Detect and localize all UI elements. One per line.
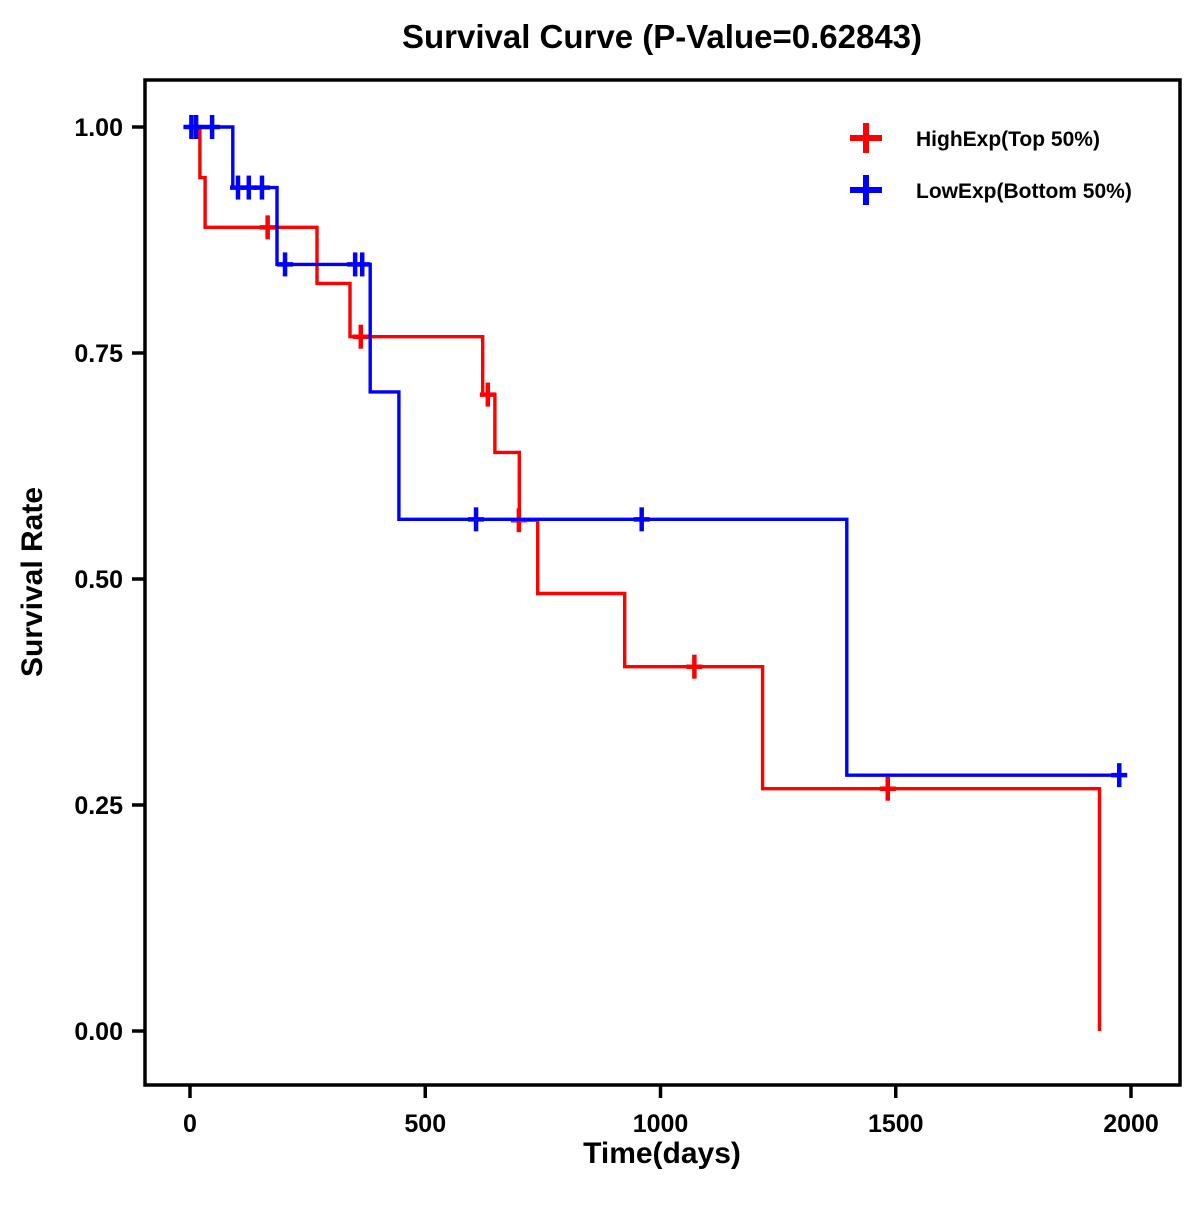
censor-mark-icon (468, 507, 485, 532)
y-tick-label: 1.00 (74, 114, 123, 142)
legend-marker-highexp-icon (850, 123, 882, 153)
censor-mark-icon (188, 115, 205, 139)
censor-mark-icon (479, 382, 496, 407)
chart-title: Survival Curve (P-Value=0.62843) (402, 18, 922, 55)
censor-mark-icon (204, 115, 221, 139)
y-tick-label: 0.50 (74, 566, 123, 594)
censor-mark-icon (354, 252, 371, 277)
series-1 (183, 115, 1128, 788)
censor-mark-icon (253, 175, 270, 200)
plot-border (143, 78, 1182, 1087)
x-tick-label: 1500 (868, 1110, 924, 1138)
legend-label-lowexp: LowExp(Bottom 50%) (916, 180, 1132, 203)
censor-mark-icon (259, 215, 276, 240)
y-axis-title: Survival Rate (16, 487, 49, 677)
x-axis-title: Time(days) (583, 1137, 741, 1170)
x-tick-label: 2000 (1103, 1110, 1159, 1138)
censor-mark-icon (633, 507, 650, 532)
survival-step-line (190, 125, 1120, 777)
censor-mark-icon (277, 252, 294, 277)
legend: HighExp(Top 50%) LowExp(Bottom 50%) (850, 123, 1132, 205)
censor-mark-icon (1111, 763, 1128, 788)
y-tick-label: 0.00 (74, 1018, 123, 1046)
censor-mark-icon (686, 654, 703, 679)
legend-label-highexp: HighExp(Top 50%) (916, 128, 1100, 151)
y-tick-label: 0.75 (74, 340, 123, 368)
legend-marker-lowexp-icon (850, 175, 882, 205)
y-tick-label: 0.25 (74, 792, 123, 820)
censor-mark-icon (352, 324, 369, 349)
x-tick-label: 1000 (633, 1110, 689, 1138)
x-tick-label: 0 (183, 1110, 197, 1138)
x-tick-label: 500 (404, 1110, 446, 1138)
survival-curves (183, 115, 1128, 1031)
axis-ticks: 0 500 1000 1500 2000 0.00 0.25 0.50 0.75 1.00 (74, 114, 1158, 1138)
censor-mark-icon (879, 776, 896, 801)
